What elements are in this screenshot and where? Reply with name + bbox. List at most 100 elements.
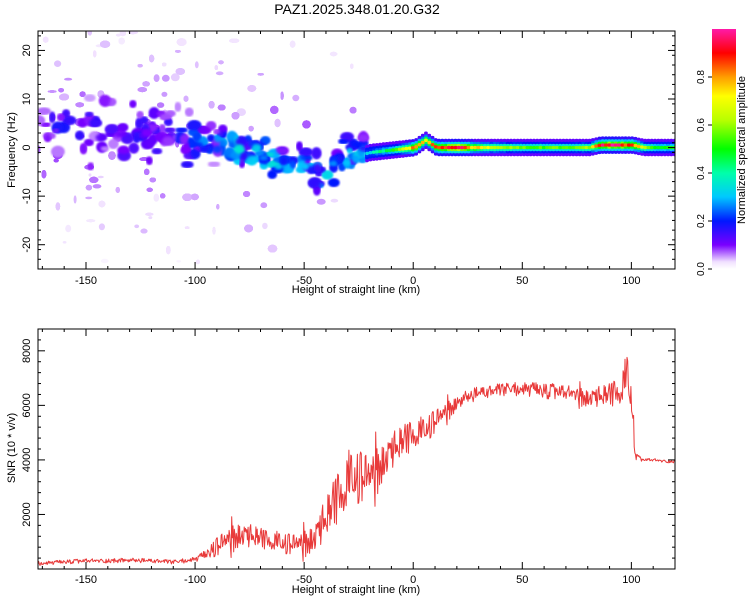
spectrogram-blob: [337, 155, 344, 162]
spectrogram-ridge-core: [496, 145, 500, 150]
spectrogram-blob: [255, 151, 265, 156]
spectrogram-noise-blob: [88, 173, 92, 177]
spectrogram-ridge-core: [505, 145, 510, 150]
spectrogram-blob: [38, 116, 45, 125]
snr-y-tick-label: 4000: [21, 448, 33, 472]
spectrogram-ridge-core: [388, 148, 392, 153]
spectrogram-ridge-core: [620, 143, 625, 147]
spectrogram-noise-blob: [153, 74, 160, 82]
spectrogram-noise-blob: [142, 81, 150, 87]
spectrogram-noise-blob: [208, 101, 215, 109]
spectrogram-noise-blob: [166, 246, 171, 255]
spectrogram-y-tick-label: 0: [21, 145, 33, 151]
spectrogram-x-tick-label: -50: [296, 275, 312, 287]
spectrogram-blob: [137, 111, 143, 118]
spectrogram-noise-blob: [214, 65, 218, 70]
snr-x-axis: -150 -100 -50 0 50 100: [41, 329, 676, 586]
spectrogram-blob: [149, 108, 159, 118]
spectrogram-noise-blob: [274, 118, 281, 128]
spectrogram-noise-blob: [183, 95, 189, 102]
spectrogram-ridge-core: [433, 145, 438, 149]
snr-x-tick-label: -50: [296, 574, 312, 586]
spectrogram-ridge-core: [659, 145, 664, 150]
spectrogram-noise-blob: [100, 40, 111, 48]
spectrogram-ridge-core: [456, 145, 461, 150]
spectrogram-blob: [99, 95, 111, 106]
spectrogram-ridge-core: [414, 145, 418, 149]
spectrogram-blob: [162, 136, 175, 145]
spectrogram-blob: [133, 132, 140, 143]
spectrogram-noise-blob: [280, 91, 284, 100]
spectrogram-noise-blob: [160, 193, 166, 199]
spectrogram-noise-blob: [128, 31, 138, 35]
spectrogram-ridge-core: [424, 138, 428, 142]
spectrogram-noise-blob: [156, 102, 165, 108]
spectrogram-blob: [176, 128, 188, 132]
spectrogram-ridge-core: [571, 145, 576, 150]
spectrogram-blob: [136, 118, 143, 129]
spectrogram-blob: [213, 145, 222, 154]
spectrogram-ridge-core: [653, 145, 657, 150]
spectrogram-noise-blob: [85, 196, 93, 200]
spectrogram-blob: [130, 101, 136, 107]
spectrogram-ridge-core: [440, 145, 445, 150]
spectrogram-blob: [266, 162, 279, 167]
spectrogram-noise-blob: [162, 62, 167, 67]
spectrogram-noise-blob: [170, 73, 180, 82]
spectrogram-noise-blob: [137, 63, 143, 68]
spectrogram-noise-blob: [247, 85, 257, 92]
spectrogram-noise-blob: [97, 175, 104, 179]
spectrogram-blob: [343, 159, 351, 167]
spectrogram-blob: [339, 163, 345, 171]
spectrogram-noise-blob: [87, 31, 92, 36]
spectrogram-y-label: Frequency (Hz): [6, 112, 18, 188]
spectrogram-blob: [259, 155, 268, 160]
spectrogram-ridge-core: [476, 145, 481, 150]
spectrogram-blob: [239, 158, 245, 168]
spectrogram-blob: [76, 131, 84, 140]
spectrogram-blob: [44, 133, 51, 142]
spectrogram-noise-blob: [75, 102, 84, 108]
spectrogram-y-tick-label: -10: [21, 188, 33, 204]
spectrogram-noise-blob: [161, 91, 168, 97]
spectrogram-blob: [341, 133, 353, 141]
spectrogram-ridge-core: [453, 145, 458, 150]
spectrogram-blob: [247, 155, 257, 165]
spectrogram-noise-blob: [140, 228, 148, 234]
spectrogram-noise-blob: [349, 106, 357, 114]
spectrogram-blob: [328, 179, 339, 187]
spectrogram-noise-blob: [118, 37, 125, 45]
spectrogram-blob: [84, 95, 95, 101]
spectrogram-blob: [312, 148, 321, 159]
spectrogram-ridge-core: [656, 145, 661, 150]
spectrogram-y-tick-label: -20: [21, 237, 33, 253]
spectrogram-blob: [100, 146, 109, 151]
snr-y-tick-label: 6000: [21, 393, 33, 417]
spectrogram-blob: [160, 125, 165, 132]
spectrogram-noise-blob: [329, 51, 338, 57]
spectrogram-noise-blob: [244, 224, 254, 233]
spectrogram-y-axis: -20 -10 0 10 20: [21, 35, 675, 270]
spectrogram-ridge-core: [574, 145, 579, 150]
spectrogram-ridge-core: [587, 145, 592, 150]
spectrogram-ridge-core: [391, 148, 396, 152]
spectrogram-noise-blob: [292, 94, 300, 102]
spectrogram-noise-blob: [236, 108, 246, 116]
spectrogram-noise-blob: [270, 105, 279, 114]
spectrogram-blob: [191, 142, 204, 148]
spectrogram-blob: [52, 146, 64, 157]
spectrogram-ridge-core: [473, 145, 477, 150]
spectrogram-ridge-core: [509, 145, 513, 150]
spectrogram-ridge-core: [597, 143, 602, 148]
spectrogram-marks: [38, 31, 675, 265]
spectrogram-ridge-core: [460, 145, 464, 150]
spectrogram-noise-blob: [86, 219, 96, 223]
spectrogram-noise-blob: [161, 74, 170, 82]
spectrogram-blob: [322, 171, 333, 179]
colorbar-ticks: 0.0 0.2 0.4 0.6 0.8: [696, 70, 712, 276]
spectrogram-noise-blob: [97, 90, 105, 98]
spectrogram-blob: [314, 185, 320, 195]
